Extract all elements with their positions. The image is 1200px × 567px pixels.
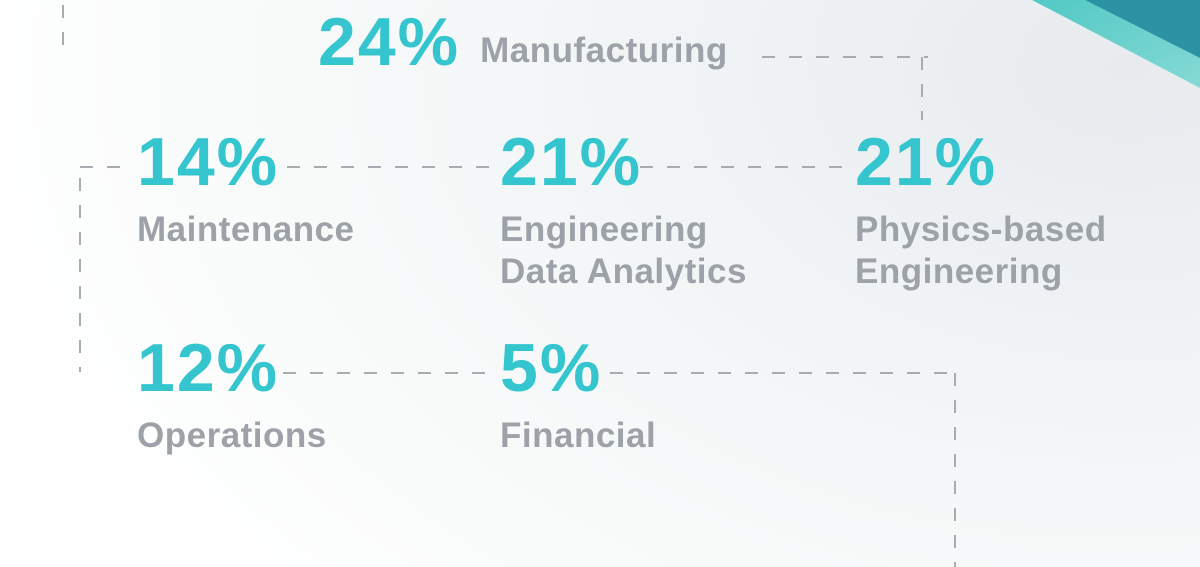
connector-manufacturing-down bbox=[921, 57, 923, 120]
stat-operations: 12% Operations bbox=[137, 334, 327, 457]
stat-value: 24% bbox=[318, 4, 461, 80]
stat-physics-based-engineering: 21% Physics-based Engineering bbox=[855, 128, 1107, 293]
connector-row2-left bbox=[80, 166, 133, 168]
stat-label: Maintenance bbox=[137, 210, 355, 249]
connector-left-vertical bbox=[79, 178, 81, 372]
stat-label: Engineering Data Analytics bbox=[500, 210, 747, 291]
stat-value: 21% bbox=[855, 124, 998, 200]
connector-bottomright-vertical bbox=[954, 373, 956, 567]
stat-value: 5% bbox=[500, 330, 603, 406]
connector-row3-mid-b bbox=[610, 372, 956, 374]
corner-ribbon-light-band bbox=[1032, 0, 1200, 88]
connector-row3-mid-a bbox=[283, 372, 491, 374]
connector-manufacturing-right bbox=[762, 56, 928, 58]
stat-value: 21% bbox=[500, 124, 643, 200]
stat-engineering-data-analytics: 21% Engineering Data Analytics bbox=[500, 128, 747, 293]
connector-row2-mid-a bbox=[287, 166, 497, 168]
stat-label: Physics-based Engineering bbox=[855, 210, 1107, 291]
corner-ribbon-dark-triangle bbox=[1085, 0, 1200, 58]
stat-maintenance: 14% Maintenance bbox=[137, 128, 355, 251]
corner-ribbon-decoration bbox=[1032, 0, 1200, 88]
connector-topleft-vertical bbox=[62, 5, 64, 51]
stat-value: 12% bbox=[137, 330, 280, 406]
stat-value: 14% bbox=[137, 124, 280, 200]
stat-label: Manufacturing bbox=[480, 31, 728, 70]
stat-financial: 5% Financial bbox=[500, 334, 656, 457]
connector-row2-mid-b bbox=[640, 166, 846, 168]
stat-label: Operations bbox=[137, 416, 327, 455]
stat-label: Financial bbox=[500, 416, 657, 455]
stat-manufacturing: 24% Manufacturing bbox=[318, 8, 728, 76]
